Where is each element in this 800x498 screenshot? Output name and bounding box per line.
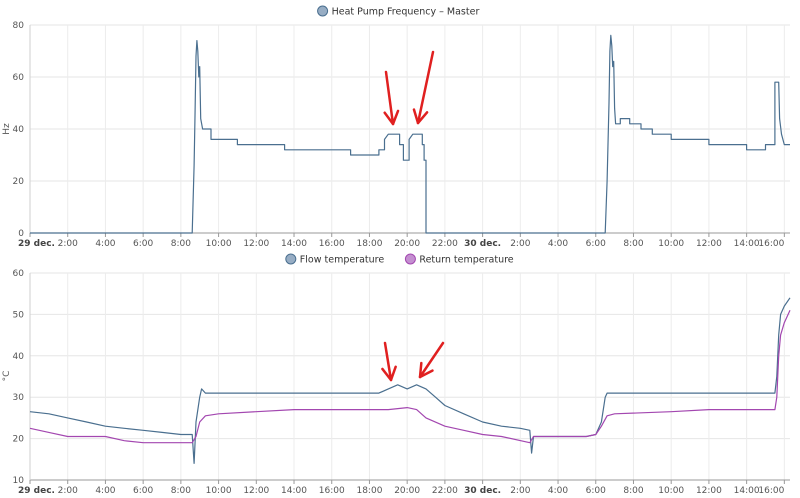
- x-tick-label: 12:00: [696, 239, 722, 249]
- annotation-arrows: [381, 50, 445, 382]
- x-tick-label: 29 dec.: [18, 239, 55, 249]
- y-tick-label: 0: [18, 229, 24, 239]
- x-tick-label: 14:00: [734, 486, 760, 496]
- x-tick-label: 4:00: [95, 486, 115, 496]
- x-tick-label: 10:00: [206, 486, 232, 496]
- red-arrow-icon: [418, 341, 445, 379]
- x-tick-label: 2:00: [510, 486, 530, 496]
- y-axis-label: Hz: [2, 123, 12, 135]
- legend: Flow temperature Return temperature: [285, 253, 514, 266]
- x-tick-label: 8:00: [171, 486, 191, 496]
- y-tick-label: 80: [13, 21, 25, 31]
- legend-marker: [317, 5, 329, 17]
- x-tick-label: 6:00: [133, 486, 153, 496]
- x-tick-label: 6:00: [133, 239, 153, 249]
- y-tick-label: 40: [13, 352, 25, 362]
- x-tick-label: 16:00: [319, 486, 345, 496]
- y-axis-label: °C: [2, 371, 12, 382]
- y-tick-label: 20: [13, 435, 25, 445]
- x-tick-label: 4:00: [548, 239, 568, 249]
- x-tick-label: 6:00: [586, 486, 606, 496]
- legend-marker: [285, 253, 297, 265]
- legend-label: Return temperature: [419, 255, 513, 266]
- x-tick-label: 12:00: [696, 486, 722, 496]
- y-tick-label: 50: [13, 310, 25, 320]
- x-tick-label: 2:00: [58, 486, 78, 496]
- legend-marker: [404, 253, 416, 265]
- x-tick-label: 20:00: [394, 486, 420, 496]
- y-tick-label: 20: [13, 177, 25, 187]
- x-tick-label: 29 dec.: [18, 486, 55, 496]
- legend-item[interactable]: Heat Pump Frequency – Master: [317, 5, 480, 18]
- x-tick-label: 30 dec.: [464, 486, 501, 496]
- x-tick-label: 8:00: [171, 239, 191, 249]
- series-line: [30, 34, 790, 234]
- x-tick-label: 8:00: [623, 239, 643, 249]
- x-tick-label: 16:00: [758, 486, 784, 496]
- x-tick-label: 14:00: [281, 486, 307, 496]
- x-tick-label: 2:00: [58, 239, 78, 249]
- legend-item[interactable]: Flow temperature: [285, 253, 385, 266]
- x-tick-label: 14:00: [734, 239, 760, 249]
- x-tick-label: 22:00: [432, 239, 458, 249]
- x-tick-label: 16:00: [758, 239, 784, 249]
- x-tick-label: 10:00: [658, 486, 684, 496]
- x-tick-label: 20:00: [394, 239, 420, 249]
- x-tick-label: 8:00: [623, 486, 643, 496]
- y-tick-label: 60: [13, 269, 25, 279]
- x-tick-label: 30 dec.: [464, 239, 501, 249]
- x-tick-label: 10:00: [206, 239, 232, 249]
- x-tick-label: 10:00: [658, 239, 684, 249]
- red-arrow-icon: [383, 70, 400, 126]
- y-tick-label: 60: [13, 73, 25, 83]
- red-arrow-icon: [381, 341, 397, 382]
- x-tick-label: 12:00: [243, 486, 269, 496]
- y-tick-label: 30: [13, 393, 25, 403]
- x-tick-label: 12:00: [243, 239, 269, 249]
- legend: Heat Pump Frequency – Master: [317, 5, 480, 18]
- series-line: [29, 297, 791, 464]
- legend-label: Flow temperature: [300, 255, 385, 266]
- red-arrow-icon: [412, 50, 435, 125]
- x-tick-label: 6:00: [586, 239, 606, 249]
- x-tick-label: 2:00: [510, 239, 530, 249]
- x-tick-label: 18:00: [356, 239, 382, 249]
- x-tick-label: 18:00: [356, 486, 382, 496]
- y-tick-label: 40: [13, 125, 25, 135]
- x-tick-label: 4:00: [95, 239, 115, 249]
- x-tick-label: 22:00: [432, 486, 458, 496]
- legend-label: Heat Pump Frequency – Master: [332, 7, 480, 18]
- series-line: [29, 310, 791, 444]
- x-tick-label: 4:00: [548, 486, 568, 496]
- x-tick-label: 16:00: [319, 239, 345, 249]
- x-tick-label: 14:00: [281, 239, 307, 249]
- y-tick-label: 10: [13, 476, 25, 486]
- legend-item[interactable]: Return temperature: [404, 253, 514, 266]
